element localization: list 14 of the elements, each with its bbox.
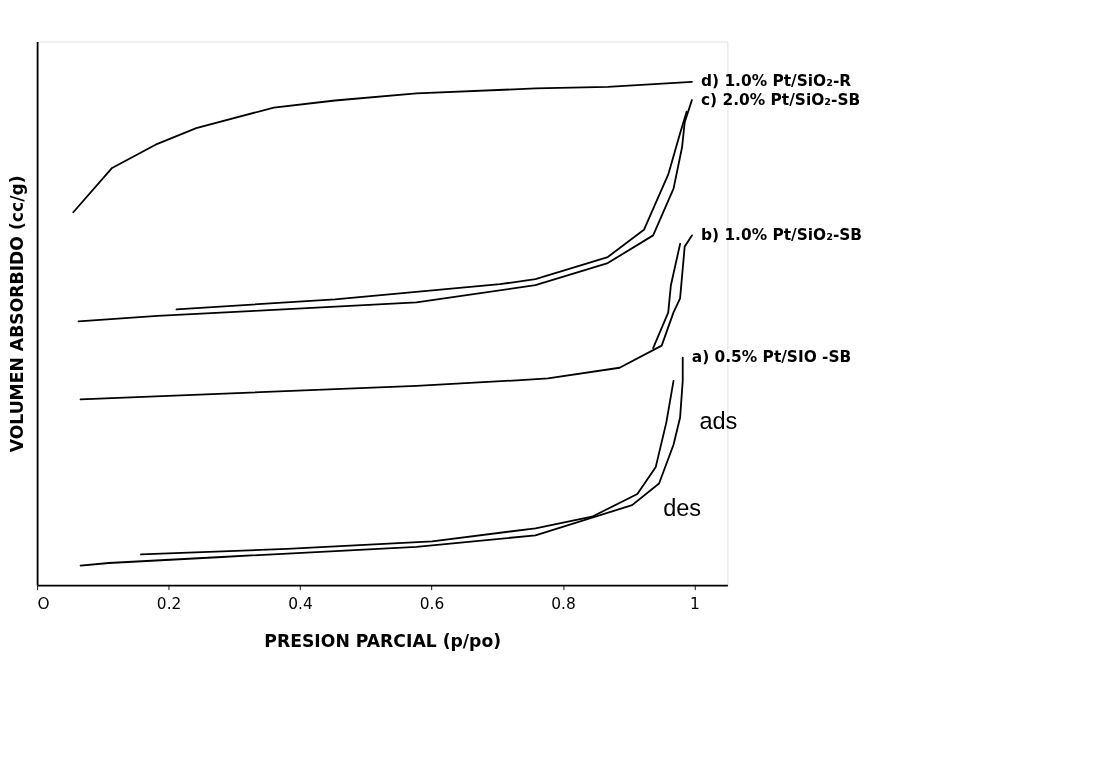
- x-tick-label: 1: [690, 595, 700, 614]
- series-label: b) 1.0% Pt/SiO₂-SB: [700, 225, 863, 244]
- x-tick-label: 0.8: [551, 595, 576, 614]
- x-tick-label: O: [37, 595, 50, 614]
- series-label: c) 2.0% Pt/SiO₂-SB: [700, 90, 861, 109]
- series-label: d) 1.0% Pt/SiO₂-R: [700, 72, 852, 91]
- y-axis-title: VOLUMEN ABSORBIDO (cc/g): [7, 175, 28, 453]
- annotation: des: [663, 495, 702, 522]
- x-tick-label: 0.2: [156, 595, 182, 614]
- x-axis-title: PRESION PARCIAL (p/po): [264, 631, 502, 652]
- x-tick-label: 0.6: [419, 595, 445, 614]
- series-label: a) 0.5% Pt/SIO -SB: [691, 348, 852, 367]
- annotation: ads: [699, 408, 738, 435]
- x-tick-label: 0.4: [288, 595, 313, 614]
